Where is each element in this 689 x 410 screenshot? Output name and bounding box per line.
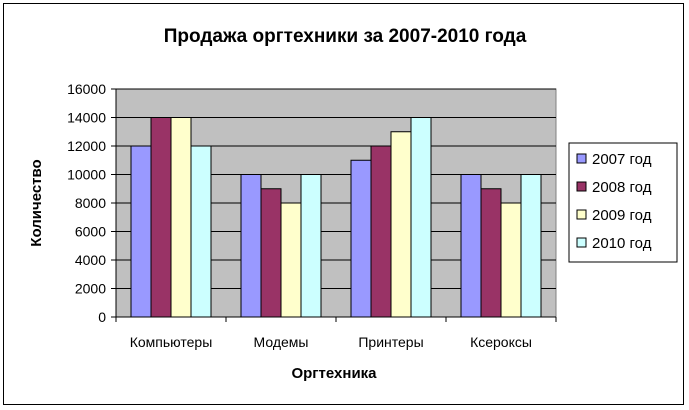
legend-box: [568, 142, 678, 263]
y-tick-label: 0: [98, 309, 106, 325]
y-tick-label: 16000: [67, 81, 106, 97]
bar-2010-год-Принтеры: [410, 117, 432, 318]
y-tick-label: 6000: [75, 224, 106, 240]
bar-2010-год-Ксероксы: [520, 174, 542, 318]
bar-2009-год-Модемы: [280, 202, 302, 318]
x-tick-label: Ксероксы: [470, 334, 532, 350]
bar-2008-год-Ксероксы: [480, 188, 502, 318]
bar-2010-год-Модемы: [300, 174, 322, 318]
bar-2007-год-Компьютеры: [130, 145, 152, 318]
bar-2009-год-Принтеры: [390, 131, 412, 318]
legend-label: 2007 год: [592, 151, 652, 168]
legend-label: 2009 год: [592, 207, 652, 224]
bar-2008-год-Модемы: [260, 188, 282, 318]
chart-title: Продажа оргтехники за 2007-2010 года: [164, 26, 527, 47]
legend-swatch: [576, 153, 587, 164]
y-tick-label: 8000: [75, 195, 106, 211]
y-tick-label: 12000: [67, 138, 106, 154]
bar-2007-год-Ксероксы: [460, 174, 482, 318]
legend-label: 2010 год: [592, 235, 652, 252]
bar-2009-год-Компьютеры: [170, 117, 192, 318]
y-tick-label: 2000: [75, 281, 106, 297]
y-tick-label: 4000: [75, 252, 106, 268]
y-tick-label: 14000: [67, 110, 106, 126]
legend-swatch: [576, 181, 587, 192]
x-tick-label: Принтеры: [358, 334, 423, 350]
x-tick-label: Модемы: [254, 334, 309, 350]
bar-2009-год-Ксероксы: [500, 202, 522, 318]
x-tick-label: Компьютеры: [130, 334, 213, 350]
x-axis-title: Оргтехника: [291, 365, 377, 382]
bars: [130, 117, 542, 318]
legend-swatch: [576, 237, 587, 248]
y-tick-label: 10000: [67, 167, 106, 183]
bar-2007-год-Принтеры: [350, 159, 372, 318]
bar-2010-год-Компьютеры: [190, 145, 212, 318]
y-tick-labels: 0 2000 4000 6000 8000 10000 12000 14000 16000: [67, 81, 116, 325]
legend-label: 2008 год: [592, 179, 652, 196]
bar-2008-год-Принтеры: [370, 145, 392, 318]
legend-swatch: [576, 209, 587, 220]
y-axis-title: Количество: [28, 159, 45, 246]
legend: 2007 год 2008 год 2009 год 2010 год: [568, 142, 678, 263]
bar-2008-год-Компьютеры: [150, 117, 172, 318]
x-tick-labels: Компьютеры Модемы Принтеры Ксероксы: [115, 317, 557, 350]
bar-2007-год-Модемы: [240, 174, 262, 318]
